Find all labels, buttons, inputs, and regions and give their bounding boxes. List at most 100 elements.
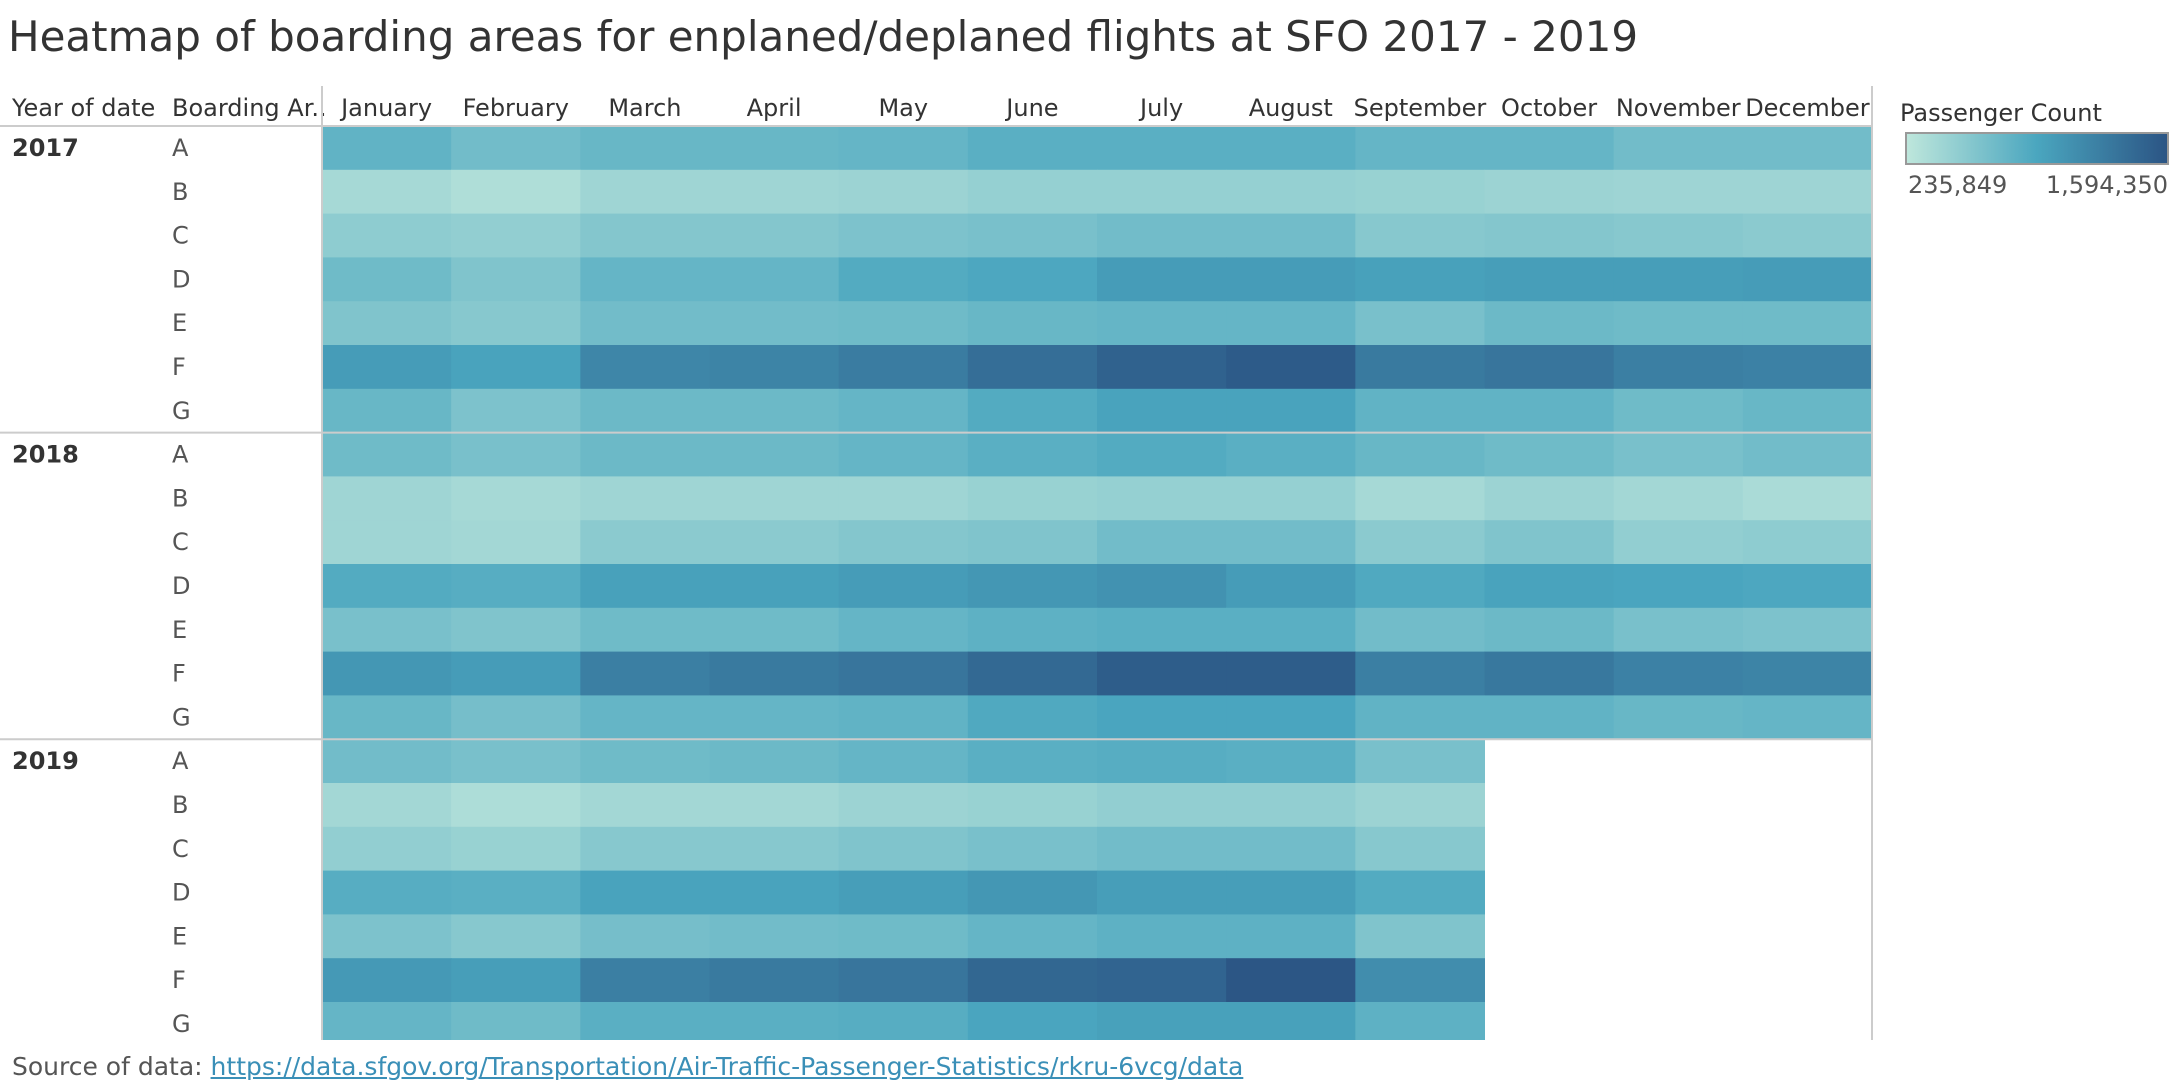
cell-2018-B-september xyxy=(1355,476,1485,521)
cell-2018-B-april xyxy=(709,476,840,521)
cell-2019-G-june xyxy=(967,1002,1098,1040)
column-headers: Year of date Boarding Ar.. January February… xyxy=(11,94,1870,122)
cell-2018-A-october xyxy=(1484,432,1615,477)
cell-2018-B-january xyxy=(322,476,452,521)
cell-2018-A-february xyxy=(451,432,581,477)
cell-2017-G-april xyxy=(709,388,840,434)
cell-2019-B-may xyxy=(838,783,969,828)
year-label-2018: 2018 xyxy=(12,441,79,469)
legend-max-label: 1,594,350 xyxy=(2046,171,2168,199)
cell-2018-G-april xyxy=(709,695,840,740)
cell-2018-A-june xyxy=(967,432,1098,477)
cell-2018-B-december xyxy=(1742,476,1873,521)
cell-2017-C-july xyxy=(1097,213,1227,258)
cell-2017-A-september xyxy=(1355,126,1485,171)
cell-2018-B-august xyxy=(1226,476,1356,521)
cell-2018-D-april xyxy=(709,564,840,609)
chart-title: Heatmap of boarding areas for enplaned/d… xyxy=(8,12,1639,61)
cell-2017-F-october xyxy=(1484,345,1615,390)
year-label-2017: 2017 xyxy=(12,134,79,162)
cell-2018-E-july xyxy=(1097,607,1227,653)
cell-2018-C-april xyxy=(709,520,840,565)
cell-2018-D-march xyxy=(580,564,710,609)
cell-2018-B-july xyxy=(1097,476,1227,521)
legend-min-label: 235,849 xyxy=(1908,171,2007,199)
month-header-december: December xyxy=(1745,94,1870,122)
cell-2017-E-october xyxy=(1484,301,1615,346)
cell-2017-F-may xyxy=(838,345,969,390)
area-label-2018-D: D xyxy=(172,572,190,600)
cell-2019-C-august xyxy=(1226,826,1356,872)
month-header-november: November xyxy=(1616,94,1741,122)
cell-2018-A-march xyxy=(580,432,710,477)
grid-lines xyxy=(0,86,1873,1040)
cell-2019-A-july xyxy=(1097,739,1227,784)
cell-2018-D-january xyxy=(322,564,452,609)
cell-2019-B-august xyxy=(1226,783,1356,828)
source-note: Source of data: https://data.sfgov.org/T… xyxy=(12,1052,1243,1081)
cell-2019-F-july xyxy=(1097,958,1227,1003)
area-label-2019-F: F xyxy=(172,966,186,994)
cell-2019-G-may xyxy=(838,1002,969,1040)
cell-2018-C-november xyxy=(1613,520,1744,565)
cell-2018-F-may xyxy=(838,651,969,696)
cell-2018-G-december xyxy=(1742,695,1873,740)
cell-2019-B-april xyxy=(709,783,840,828)
cell-2019-E-january xyxy=(322,914,452,959)
cell-2018-G-january xyxy=(322,695,452,740)
cell-2019-D-august xyxy=(1226,870,1356,915)
cell-2018-G-september xyxy=(1355,695,1485,740)
cell-2017-D-march xyxy=(580,257,710,302)
cell-2019-A-may xyxy=(838,739,969,784)
month-header-march: March xyxy=(608,94,681,122)
cell-2018-C-february xyxy=(451,520,581,565)
cell-2019-F-june xyxy=(967,958,1098,1003)
cell-2017-D-january xyxy=(322,257,452,302)
cell-2018-A-april xyxy=(709,432,840,477)
cell-2017-D-october xyxy=(1484,257,1615,302)
source-link[interactable]: https://data.sfgov.org/Transportation/Ai… xyxy=(210,1052,1244,1081)
area-label-2019-B: B xyxy=(172,791,188,819)
area-label-2017-G: G xyxy=(172,397,191,425)
cell-2018-C-october xyxy=(1484,520,1615,565)
cell-2019-F-january xyxy=(322,958,452,1003)
cell-2017-F-december xyxy=(1742,345,1873,390)
cell-2018-E-october xyxy=(1484,607,1615,653)
cell-2017-C-april xyxy=(709,213,840,258)
cell-2017-D-july xyxy=(1097,257,1227,302)
cell-2019-C-april xyxy=(709,826,840,872)
cell-2018-A-july xyxy=(1097,432,1227,477)
cell-2018-A-november xyxy=(1613,432,1744,477)
cell-2018-F-december xyxy=(1742,651,1873,696)
cell-2018-D-june xyxy=(967,564,1098,609)
cell-2019-F-february xyxy=(451,958,581,1003)
year-label-2019: 2019 xyxy=(12,747,79,775)
cell-2017-E-january xyxy=(322,301,452,346)
cell-2019-A-august xyxy=(1226,739,1356,784)
month-header-april: April xyxy=(747,94,802,122)
cell-2018-B-may xyxy=(838,476,969,521)
cell-2019-E-may xyxy=(838,914,969,959)
cell-2017-E-december xyxy=(1742,301,1873,346)
cell-2018-F-september xyxy=(1355,651,1485,696)
cell-2019-G-september xyxy=(1355,1002,1485,1040)
cell-2019-E-february xyxy=(451,914,581,959)
cell-2018-C-may xyxy=(838,520,969,565)
cell-2019-C-january xyxy=(322,826,452,872)
cell-2017-C-february xyxy=(451,213,581,258)
cell-2019-B-july xyxy=(1097,783,1227,828)
cell-2019-D-january xyxy=(322,870,452,915)
cell-2017-B-november xyxy=(1613,169,1744,215)
cell-2017-C-may xyxy=(838,213,969,258)
cell-2018-F-january xyxy=(322,651,452,696)
cell-2019-E-august xyxy=(1226,914,1356,959)
cell-2019-D-september xyxy=(1355,870,1485,915)
month-header-september: September xyxy=(1354,94,1487,122)
cell-2018-F-november xyxy=(1613,651,1744,696)
area-label-2017-F: F xyxy=(172,353,186,381)
cell-2017-G-june xyxy=(967,388,1098,434)
cell-2018-D-february xyxy=(451,564,581,609)
month-header-may: May xyxy=(878,94,928,122)
cell-2017-F-february xyxy=(451,345,581,390)
